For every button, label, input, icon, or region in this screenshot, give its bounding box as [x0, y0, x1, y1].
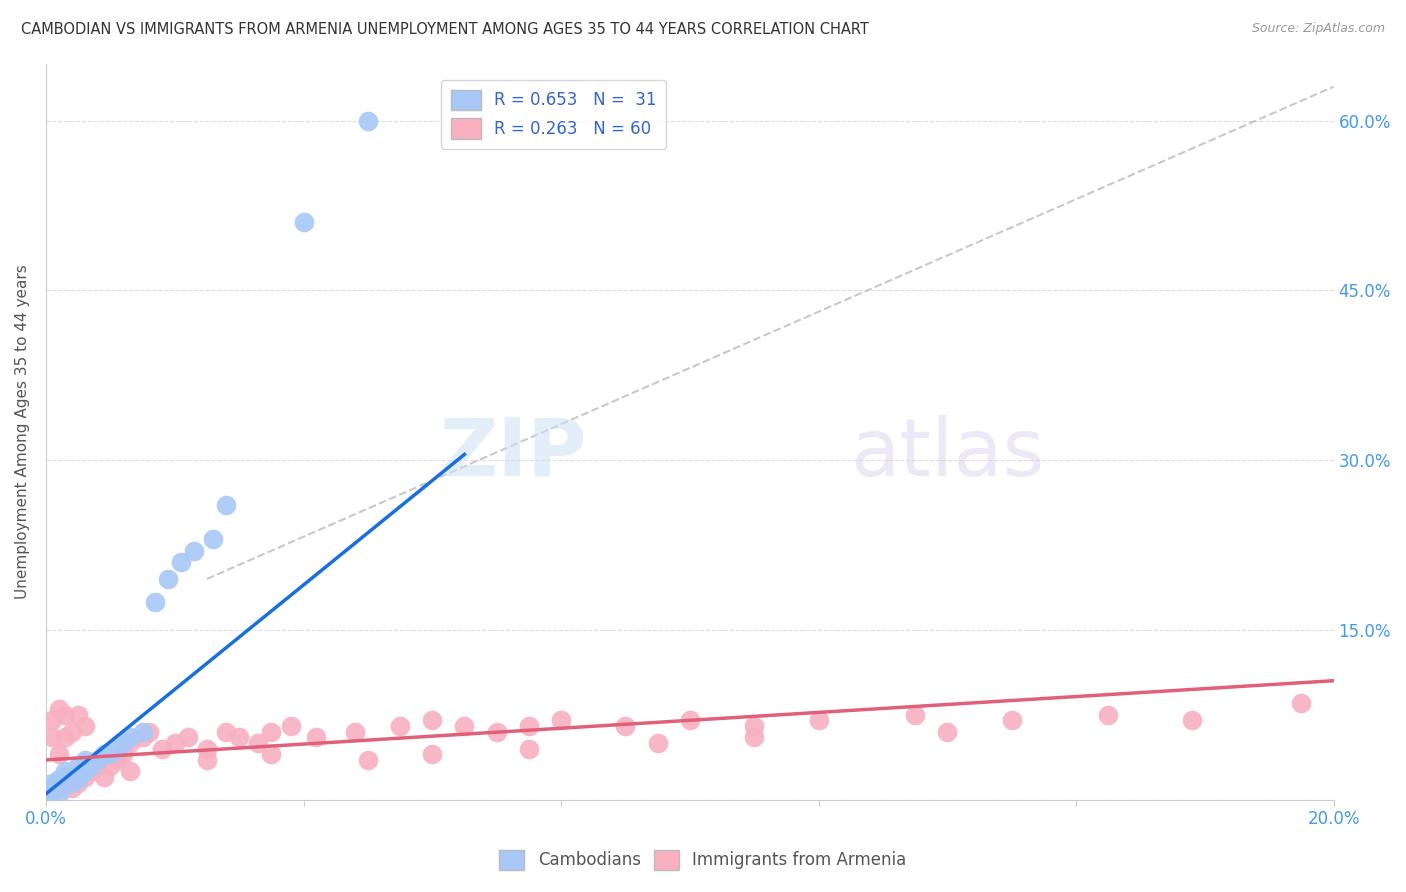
Point — [157, 572, 180, 586]
Point — [35, 783, 58, 797]
Point — [67, 775, 90, 789]
Point — [48, 772, 70, 786]
Point — [679, 714, 702, 728]
Point — [215, 499, 238, 513]
Point — [48, 702, 70, 716]
Point — [41, 775, 63, 789]
Point — [73, 764, 96, 779]
Point — [60, 781, 83, 796]
Legend: R = 0.653   N =  31, R = 0.263   N = 60: R = 0.653 N = 31, R = 0.263 N = 60 — [440, 79, 666, 149]
Point — [550, 714, 572, 728]
Point — [280, 719, 302, 733]
Point — [48, 787, 70, 801]
Point — [195, 753, 218, 767]
Point — [305, 731, 328, 745]
Point — [60, 775, 83, 789]
Point — [105, 741, 128, 756]
Point — [67, 772, 90, 786]
Point — [453, 719, 475, 733]
Point — [170, 555, 193, 569]
Point — [118, 731, 141, 745]
Point — [41, 714, 63, 728]
Point — [48, 747, 70, 762]
Point — [517, 741, 540, 756]
Point — [517, 719, 540, 733]
Point — [292, 215, 315, 229]
Point — [98, 758, 121, 772]
Point — [904, 707, 927, 722]
Point — [228, 731, 250, 745]
Legend: Cambodians, Immigrants from Armenia: Cambodians, Immigrants from Armenia — [492, 843, 914, 877]
Point — [807, 714, 830, 728]
Point — [73, 719, 96, 733]
Point — [742, 719, 765, 733]
Point — [150, 741, 173, 756]
Point — [1291, 697, 1313, 711]
Point — [80, 764, 103, 779]
Point — [389, 719, 412, 733]
Point — [1097, 707, 1119, 722]
Point — [163, 736, 186, 750]
Point — [1001, 714, 1024, 728]
Point — [247, 736, 270, 750]
Point — [41, 783, 63, 797]
Point — [48, 779, 70, 793]
Point — [357, 753, 380, 767]
Point — [48, 781, 70, 796]
Point — [202, 533, 225, 547]
Point — [614, 719, 637, 733]
Point — [53, 770, 76, 784]
Point — [138, 724, 160, 739]
Point — [131, 731, 153, 745]
Point — [176, 731, 198, 745]
Point — [112, 736, 135, 750]
Point — [343, 724, 366, 739]
Point — [1181, 714, 1204, 728]
Text: ZIP: ZIP — [440, 415, 586, 493]
Point — [53, 731, 76, 745]
Point — [53, 779, 76, 793]
Point — [936, 724, 959, 739]
Point — [357, 113, 380, 128]
Point — [67, 707, 90, 722]
Point — [105, 753, 128, 767]
Point — [742, 731, 765, 745]
Point — [118, 736, 141, 750]
Y-axis label: Unemployment Among Ages 35 to 44 years: Unemployment Among Ages 35 to 44 years — [15, 264, 30, 599]
Point — [41, 781, 63, 796]
Point — [67, 758, 90, 772]
Point — [86, 753, 108, 767]
Point — [41, 731, 63, 745]
Point — [118, 764, 141, 779]
Point — [131, 724, 153, 739]
Text: Source: ZipAtlas.com: Source: ZipAtlas.com — [1251, 22, 1385, 36]
Point — [86, 758, 108, 772]
Point — [195, 741, 218, 756]
Point — [647, 736, 669, 750]
Point — [60, 767, 83, 781]
Point — [215, 724, 238, 739]
Point — [183, 543, 205, 558]
Point — [98, 747, 121, 762]
Point — [73, 753, 96, 767]
Text: atlas: atlas — [851, 415, 1045, 493]
Point — [53, 707, 76, 722]
Point — [93, 770, 115, 784]
Point — [260, 724, 283, 739]
Point — [60, 724, 83, 739]
Point — [485, 724, 508, 739]
Point — [112, 747, 135, 762]
Point — [93, 747, 115, 762]
Text: CAMBODIAN VS IMMIGRANTS FROM ARMENIA UNEMPLOYMENT AMONG AGES 35 TO 44 YEARS CORR: CAMBODIAN VS IMMIGRANTS FROM ARMENIA UNE… — [21, 22, 869, 37]
Point — [420, 714, 443, 728]
Point — [80, 758, 103, 772]
Point — [41, 779, 63, 793]
Point — [260, 747, 283, 762]
Point — [35, 787, 58, 801]
Point — [73, 770, 96, 784]
Point — [145, 594, 167, 608]
Point — [53, 764, 76, 779]
Point — [420, 747, 443, 762]
